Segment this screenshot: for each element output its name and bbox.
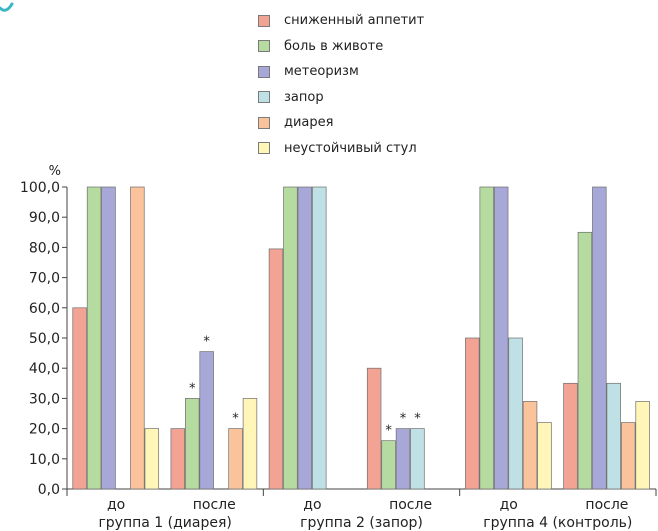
legend-item: метеоризм xyxy=(258,59,424,85)
y-tick-label: 90,0 xyxy=(29,210,60,226)
x-group-label: группа 4 (контроль) xyxy=(483,515,632,531)
x-group-label: группа 2 (запор) xyxy=(300,515,423,531)
x-tick-label: после xyxy=(585,497,628,513)
significance-star: * xyxy=(400,412,407,427)
y-tick-label: 50,0 xyxy=(29,331,60,347)
legend-label: диарея xyxy=(284,115,334,131)
legend-swatch xyxy=(258,65,270,78)
bar xyxy=(297,186,313,490)
legend-item: сниженный аппетит xyxy=(258,8,424,34)
bar xyxy=(493,186,509,490)
y-tick-label: 30,0 xyxy=(29,391,60,407)
x-tick-label: до xyxy=(107,497,125,513)
legend: сниженный аппетит боль в животе метеоризм з… xyxy=(258,8,424,161)
bar xyxy=(621,422,636,490)
x-tick-label: до xyxy=(500,497,518,513)
bar xyxy=(577,231,593,490)
y-tick-label: 40,0 xyxy=(29,361,60,377)
legend-item: диарея xyxy=(258,110,424,136)
bar xyxy=(185,398,200,490)
y-tick-label: 20,0 xyxy=(29,422,60,438)
significance-star: * xyxy=(414,412,421,427)
significance-star: * xyxy=(203,335,210,350)
y-tick-label: 80,0 xyxy=(29,240,60,256)
significance-star: * xyxy=(189,381,196,396)
bar xyxy=(199,351,214,490)
legend-swatch xyxy=(258,91,270,104)
bar xyxy=(479,186,494,490)
bar xyxy=(465,337,480,490)
legend-swatch xyxy=(258,116,270,129)
bar xyxy=(283,186,298,490)
bar xyxy=(592,186,607,490)
bar xyxy=(563,382,578,490)
y-tick-label: 70,0 xyxy=(29,271,60,287)
bar xyxy=(537,422,552,490)
bar xyxy=(522,401,538,490)
bar xyxy=(606,382,621,490)
legend-swatch xyxy=(258,40,270,53)
x-tick-label: до xyxy=(303,497,321,513)
x-tick-label: после xyxy=(193,497,236,513)
legend-item: боль в животе xyxy=(258,34,424,60)
legend-label: неустойчивый стул xyxy=(284,140,417,156)
legend-swatch xyxy=(258,14,270,27)
bar xyxy=(228,428,243,490)
y-axis-label: % xyxy=(49,164,61,179)
y-tick-label: 100,0 xyxy=(20,180,60,196)
legend-label: боль в животе xyxy=(284,38,384,54)
bar xyxy=(86,186,102,490)
x-group-label: группа 1 (диарея) xyxy=(98,515,231,531)
bar xyxy=(72,307,87,490)
bar xyxy=(312,186,327,490)
legend-label: запор xyxy=(284,89,324,105)
legend-label: метеоризм xyxy=(284,64,359,80)
corner-arc xyxy=(0,2,14,12)
significance-star: * xyxy=(385,424,392,439)
bar xyxy=(130,186,145,490)
bar xyxy=(381,440,396,490)
bar xyxy=(144,428,160,490)
y-tick-label: 10,0 xyxy=(29,452,60,468)
legend-item: запор xyxy=(258,85,424,111)
legend-label: сниженный аппетит xyxy=(284,13,425,29)
legend-swatch xyxy=(258,142,270,155)
bar xyxy=(395,428,411,490)
bar xyxy=(242,398,258,490)
bar xyxy=(101,186,116,490)
bar xyxy=(366,367,382,490)
legend-item: неустойчивый стул xyxy=(258,136,424,162)
x-tick-label: после xyxy=(389,497,432,513)
bar xyxy=(170,428,186,490)
significance-star: * xyxy=(232,412,239,427)
y-tick-label: 60,0 xyxy=(29,301,60,317)
bar xyxy=(410,428,425,490)
bar xyxy=(268,248,284,490)
bar xyxy=(508,337,523,490)
bar xyxy=(635,401,650,490)
y-tick-label: 0,0 xyxy=(38,482,60,498)
